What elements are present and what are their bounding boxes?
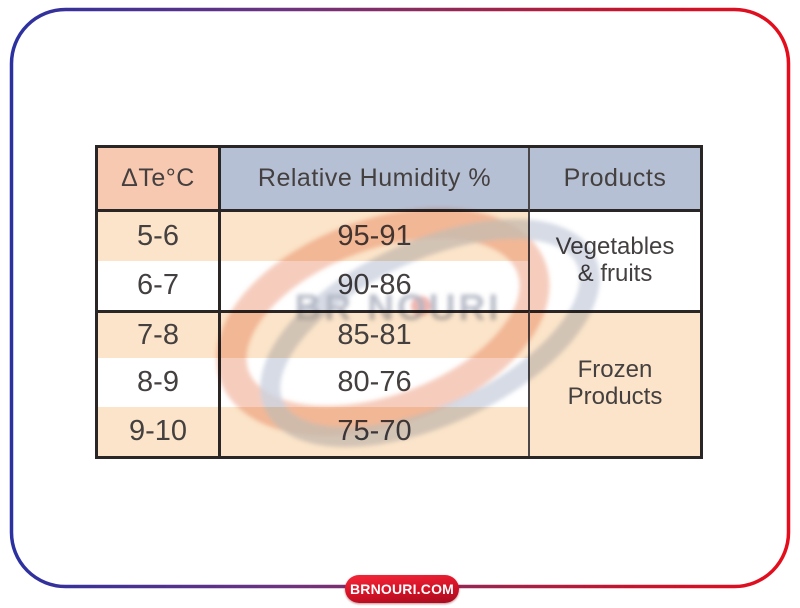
dte-cell: 7-8: [98, 309, 221, 359]
product-group-line: Frozen: [577, 356, 653, 384]
humidity-cell: 95-91: [221, 212, 530, 261]
humidity-cell: 80-76: [221, 358, 530, 408]
humidity-cell: 85-81: [221, 309, 530, 359]
dte-cell: 6-7: [98, 260, 221, 310]
product-group-line: Vegetables: [555, 232, 675, 260]
column-header-products: Products: [530, 148, 700, 212]
product-group-vegetables-fruits: Vegetables & fruits: [530, 212, 700, 310]
dte-cell: 5-6: [98, 212, 221, 261]
product-group-frozen-products: Frozen Products: [530, 309, 700, 456]
product-group-line: Products: [567, 383, 663, 411]
column-header-dte: ΔTe°C: [98, 148, 221, 212]
product-group-line: & fruits: [577, 259, 653, 287]
dte-cell: 9-10: [98, 407, 221, 456]
brnouri-com-badge: BRNOURI.COM: [345, 575, 459, 603]
humidity-cell: 75-70: [221, 407, 530, 456]
column-header-humidity: Relative Humidity %: [221, 148, 530, 212]
humidity-table: ΔTe°C Relative Humidity % Products 5-6 9…: [95, 145, 703, 459]
humidity-cell: 90-86: [221, 260, 530, 310]
badge-label: BRNOURI.COM: [349, 581, 455, 597]
dte-cell: 8-9: [98, 358, 221, 408]
